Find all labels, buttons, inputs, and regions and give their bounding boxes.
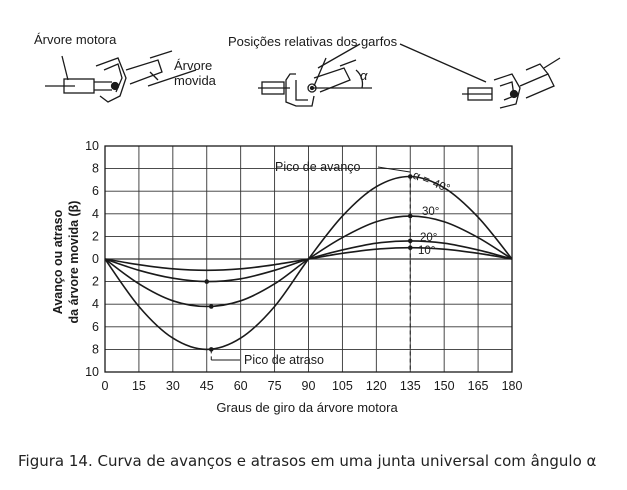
y-tick-label: 6 (92, 184, 99, 198)
chart-labels: 10°20° 30° 40°α = Pico de avanço Pico de atr… (210, 160, 452, 372)
leader-right (399, 43, 487, 83)
x-tick-label: 45 (200, 379, 214, 393)
x-tick-label: 30 (166, 379, 180, 393)
curve-40 (104, 175, 513, 351)
y-tick-label: 2 (92, 275, 99, 289)
series-label: 30° (422, 206, 439, 218)
alpha-equals-label: α = (411, 168, 432, 187)
joint-right-sketch (462, 57, 561, 109)
x-tick-label: 0 (102, 379, 109, 393)
joint-left-sketch (45, 50, 173, 103)
x-tick-label: 150 (434, 379, 455, 393)
x-tick-label: 105 (332, 379, 353, 393)
peak-annotation: Pico de avanço (275, 160, 361, 174)
y-tick-label: 4 (92, 297, 99, 311)
advance-delay-chart: 0 15 30 45 60 75 90 105 120 135 150 165 180 10 8 6 4 2 0 2 4… (85, 139, 522, 393)
driving-shaft-label: Árvore motora (34, 32, 117, 47)
x-tick-label: 165 (468, 379, 489, 393)
x-tick-label: 15 (132, 379, 146, 393)
driven-shaft-label-1: Árvore (174, 58, 212, 73)
trough-annotation: Pico de atraso (244, 353, 324, 367)
x-tick-label: 180 (502, 379, 523, 393)
series-label: 20° (420, 232, 437, 244)
universal-joint-diagram (45, 43, 561, 109)
y-axis-label-2: da árvore movida (β) (67, 201, 81, 324)
y-tick-label: 8 (92, 162, 99, 176)
y-tick-label: 2 (92, 229, 99, 243)
y-tick-label: 8 (92, 342, 99, 356)
y-tick-label: 10 (85, 365, 99, 379)
x-axis-label: Graus de giro da árvore motora (216, 400, 398, 415)
x-tick-label: 60 (234, 379, 248, 393)
joint-middle-sketch (258, 57, 372, 107)
peak-point (407, 213, 413, 219)
leader-middle (317, 43, 361, 69)
driven-shaft-label-2: movida (174, 73, 217, 88)
y-axis-label-group: Avanço ou atraso da árvore movida (β) (51, 201, 81, 324)
x-tick-label: 90 (302, 379, 316, 393)
fork-positions-label: Posições relativas dos garfos (228, 34, 398, 49)
y-tick-label: 0 (92, 252, 99, 266)
peak-leader (377, 166, 411, 173)
figure-caption: Figura 14. Curva de avanços e atrasos em… (18, 452, 597, 470)
alpha-label: α (360, 68, 368, 83)
leader-driven (147, 69, 197, 87)
y-tick-label: 10 (85, 139, 99, 153)
chart-grid (104, 145, 513, 373)
x-tick-label: 75 (268, 379, 282, 393)
trough-point (204, 279, 210, 284)
trough-point (208, 304, 214, 309)
x-tick-label: 135 (400, 379, 421, 393)
series-label: 40° (431, 178, 452, 196)
y-tick-label: 4 (92, 207, 99, 221)
chart-ticks: 0 15 30 45 60 75 90 105 120 135 150 165 180 10 8 6 4 2 0 2 4… (85, 139, 522, 393)
x-tick-label: 120 (366, 379, 387, 393)
y-tick-label: 6 (92, 320, 99, 334)
y-axis-label-1: Avanço ou atraso (51, 209, 65, 314)
series-label: 10° (418, 245, 435, 257)
chart-curves (104, 174, 513, 352)
